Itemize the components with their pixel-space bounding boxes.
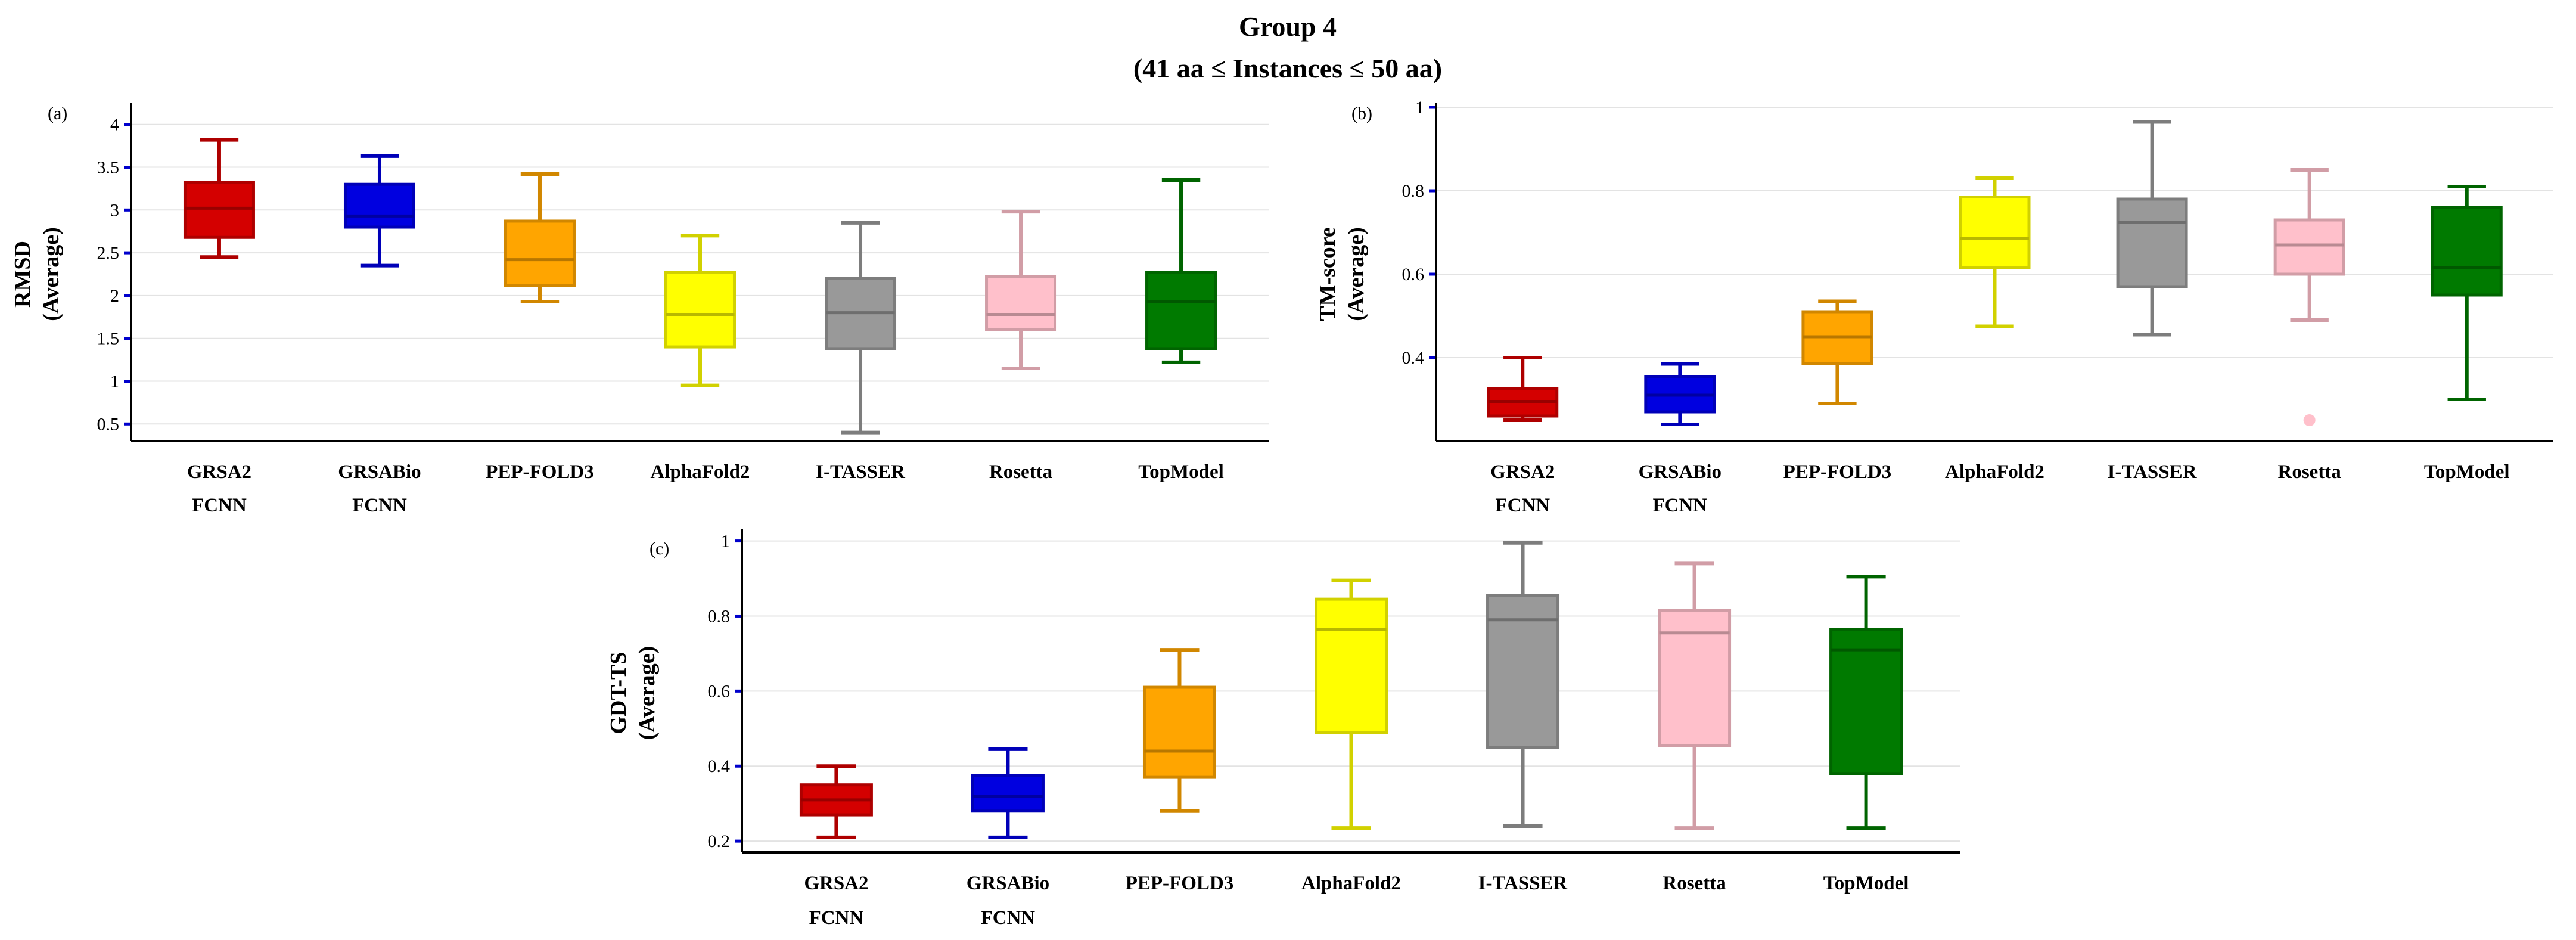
box (971, 774, 1045, 813)
y-tick-label: 0.6 (708, 681, 731, 701)
panel-label: (c) (650, 539, 669, 559)
box (985, 275, 1057, 331)
x-tick-label: GRSA2 (1490, 461, 1555, 483)
x-tick-label: PEP-FOLD3 (1783, 461, 1891, 483)
box (1829, 628, 1903, 775)
y-axis-label: RMSD (10, 241, 35, 308)
x-tick-label-line2: FCNN (809, 907, 864, 929)
x-tick-label: TopModel (2424, 461, 2510, 483)
x-tick-label: I-TASSER (2108, 461, 2198, 483)
panel-a-rmsd-chart: 0.5 1 1.5 2 2.5 3 3.5 4 (a) RMSD (Average) GRSA2 FCN… (10, 103, 1269, 516)
x-tick-label: AlphaFold2 (651, 461, 750, 483)
box (1658, 609, 1732, 747)
x-tick-label: I-TASSER (816, 461, 906, 483)
x-tick-label: GRSABio (338, 461, 421, 483)
y-tick-label: 0.4 (708, 756, 731, 776)
x-tick-label-line2: FCNN (1653, 495, 1708, 516)
panel-c-gdt-ts-chart: 0.2 0.4 0.6 0.8 1 (c) GDT-TS (Average) GRSA2 FCNN… (606, 529, 1960, 929)
box (1145, 271, 1217, 350)
y-tick-label: 0.2 (708, 832, 731, 851)
y-axis-label: TM-score (1315, 227, 1340, 321)
y-tick-label: 1 (110, 371, 119, 391)
y-tick-label: 0.6 (1402, 265, 1425, 284)
x-tick-label: GRSABio (1639, 461, 1722, 483)
panel-label: (a) (48, 104, 67, 123)
y-tick-label: 0.4 (1402, 348, 1425, 368)
y-tick-label: 0.8 (708, 606, 731, 626)
x-tick-label: PEP-FOLD3 (486, 461, 593, 483)
x-tick-label: TopModel (1823, 873, 1909, 894)
box (1959, 196, 2031, 269)
y-tick-label: 2 (110, 286, 119, 306)
y-axis-label-unit: (Average) (635, 646, 660, 740)
panel-label: (b) (1351, 104, 1372, 123)
y-tick-label: 1 (721, 532, 730, 551)
box (1486, 594, 1560, 749)
x-tick-label: GRSA2 (804, 873, 868, 894)
outlier-point (2303, 414, 2316, 426)
x-tick-label-line2: FCNN (1495, 495, 1550, 516)
box (2273, 218, 2345, 276)
box (504, 219, 576, 287)
x-tick-label: PEP-FOLD3 (1126, 873, 1233, 894)
y-tick-label: 3.5 (97, 158, 120, 178)
x-tick-label-line2: FCNN (192, 495, 247, 516)
y-tick-label: 2.5 (97, 243, 120, 263)
x-tick-label: AlphaFold2 (1945, 461, 2044, 483)
y-axis-label-unit: (Average) (39, 227, 64, 321)
x-tick-label: GRSABio (967, 873, 1049, 894)
box (664, 271, 736, 349)
figure-title: Group 4 (1239, 11, 1337, 42)
y-axis-label-unit: (Average) (1344, 227, 1369, 321)
y-axis-label: GDT-TS (606, 652, 631, 734)
box (1142, 685, 1216, 779)
x-tick-label: I-TASSER (1478, 873, 1568, 894)
x-tick-label: Rosetta (2278, 461, 2341, 483)
y-tick-label: 0.5 (97, 414, 120, 434)
box (343, 182, 415, 229)
box (1315, 597, 1388, 734)
box (2116, 197, 2188, 288)
y-tick-label: 0.8 (1402, 181, 1425, 201)
box (2431, 206, 2503, 297)
box (183, 181, 255, 239)
x-tick-label: GRSA2 (187, 461, 251, 483)
y-tick-label: 1 (1415, 98, 1424, 117)
panel-b-tm-score-chart: 0.4 0.6 0.8 1 (b) TM-score (Average) GRSA2 FCNN G… (1315, 98, 2553, 516)
y-tick-label: 4 (110, 115, 119, 135)
x-tick-label-line2: FCNN (981, 907, 1036, 929)
x-tick-label: AlphaFold2 (1301, 873, 1401, 894)
y-tick-label: 1.5 (97, 329, 120, 349)
y-tick-label: 3 (110, 200, 119, 220)
x-tick-label: Rosetta (989, 461, 1052, 483)
figure-subtitle: (41 aa ≤ Instances ≤ 50 aa) (1133, 53, 1442, 83)
x-tick-label: TopModel (1138, 461, 1224, 483)
x-tick-label-line2: FCNN (352, 495, 407, 516)
x-tick-label: Rosetta (1663, 873, 1726, 894)
